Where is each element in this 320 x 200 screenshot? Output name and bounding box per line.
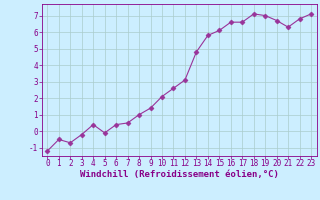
X-axis label: Windchill (Refroidissement éolien,°C): Windchill (Refroidissement éolien,°C) — [80, 170, 279, 179]
